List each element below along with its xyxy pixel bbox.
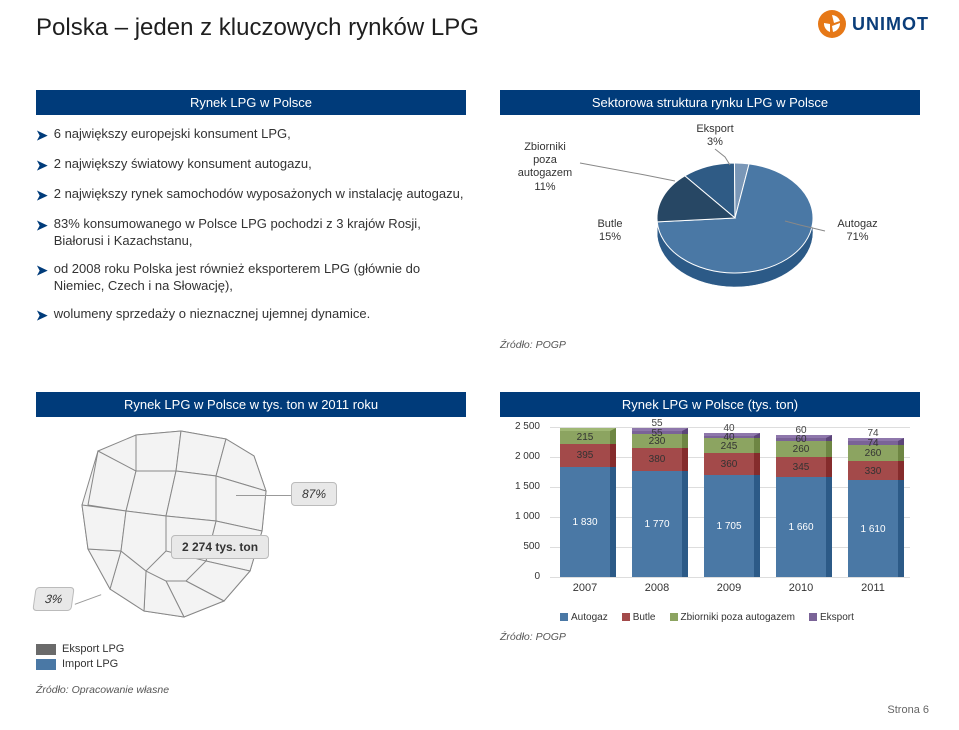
bar-box-header: Rynek LPG w Polsce (tys. ton): [500, 392, 920, 417]
bar-legend: Autogaz Butle Zbiorniki poza autogazem Eksp…: [560, 612, 854, 623]
bar-value-label: 1 770: [632, 519, 682, 530]
page-number: Strona 6: [887, 704, 929, 716]
y-tick: 500: [500, 541, 540, 552]
legend-color-eksport: [36, 644, 56, 655]
bar-value-label: 74: [848, 438, 898, 449]
pie-label-zbiorniki: Zbiornikipozaautogazem11%: [510, 141, 580, 194]
bar-x-label: 2008: [632, 582, 682, 594]
page-title: Polska – jeden z kluczowych rynków LPG: [36, 14, 479, 42]
bar-value-label: 215: [560, 432, 610, 443]
y-tick: 0: [500, 571, 540, 582]
bullet-text: 2 największy rynek samochodów wyposażony…: [54, 185, 464, 203]
legend-color-import: [36, 659, 56, 670]
bullet-text: wolumeny sprzedaży o nieznacznej ujemnej…: [54, 305, 371, 323]
bar-value-label: 60: [776, 434, 826, 445]
legend-item: Butle: [622, 612, 656, 623]
bar-source: Źródło: POGP: [500, 631, 920, 643]
y-tick: 2 000: [500, 451, 540, 462]
bar-value-label: 330: [848, 466, 898, 477]
bullet-list: ➤6 największy europejski konsument LPG, …: [36, 125, 466, 325]
pie-svg: [650, 153, 820, 293]
left-box-header: Rynek LPG w Polsce: [36, 90, 466, 115]
callout-87: 87%: [291, 482, 337, 506]
legend-item: Eksport: [809, 612, 854, 623]
bullet-text: od 2008 roku Polska jest również eksport…: [54, 260, 466, 295]
bar-chart: 1 83039521520071 770380230555520081 7053…: [500, 427, 920, 627]
bar-x-label: 2009: [704, 582, 754, 594]
callout-ton: 2 274 tys. ton: [171, 535, 269, 559]
legend-label-import: Import LPG: [62, 658, 118, 670]
bullet-arrow-icon: ➤: [36, 186, 48, 205]
bullet-arrow-icon: ➤: [36, 156, 48, 175]
legend-item: Zbiorniki poza autogazem: [670, 612, 796, 623]
bar-x-label: 2011: [848, 582, 898, 594]
bullet-arrow-icon: ➤: [36, 306, 48, 325]
bar-top-label: 60: [776, 425, 826, 436]
logo-text: UNIMOT: [852, 14, 929, 35]
pie-label-autogaz: Autogaz71%: [830, 218, 885, 244]
y-tick: 1 000: [500, 511, 540, 522]
bar-x-label: 2007: [560, 582, 610, 594]
map-box-header: Rynek LPG w Polsce w tys. ton w 2011 rok…: [36, 392, 466, 417]
map-area: 87% 2 274 tys. ton 3%: [36, 427, 466, 647]
bullet-arrow-icon: ➤: [36, 261, 48, 280]
callout-line: [236, 495, 291, 496]
pie-label-butle: Butle15%: [590, 218, 630, 244]
pie-chart: Zbiornikipozaautogazem11% Eksport3% Auto…: [500, 123, 920, 333]
bar-value-label: 1 660: [776, 522, 826, 533]
bar-value-label: 380: [632, 454, 682, 465]
pie-label-eksport: Eksport3%: [690, 123, 740, 149]
bar-value-label: 360: [704, 459, 754, 470]
bar-value-label: 395: [560, 450, 610, 461]
bar-top-label: 74: [848, 428, 898, 439]
callout-3: 3%: [32, 587, 75, 611]
bar-value-label: 345: [776, 462, 826, 473]
pie-source: Źródło: POGP: [500, 339, 920, 351]
footer-source: Źródło: Opracowanie własne: [36, 684, 169, 696]
logo-icon: [818, 10, 846, 38]
footer-legend: Eksport LPG Import LPG Źródło: Opracowan…: [36, 640, 169, 696]
bullet-arrow-icon: ➤: [36, 216, 48, 235]
bar-x-label: 2010: [776, 582, 826, 594]
y-tick: 1 500: [500, 481, 540, 492]
bar-value-label: 260: [848, 448, 898, 459]
legend-label-eksport: Eksport LPG: [62, 643, 124, 655]
bullet-text: 83% konsumowanego w Polsce LPG pochodzi …: [54, 215, 466, 250]
bar-value-label: 1 705: [704, 521, 754, 532]
bar-value-label: 1 830: [560, 517, 610, 528]
bullet-text: 6 największy europejski konsument LPG,: [54, 125, 291, 143]
pie-box-header: Sektorowa struktura rynku LPG w Polsce: [500, 90, 920, 115]
bar-top-label: 40: [704, 423, 754, 434]
bullet-text: 2 największy światowy konsument autogazu…: [54, 155, 312, 173]
bullet-arrow-icon: ➤: [36, 126, 48, 145]
bar-value-label: 1 610: [848, 524, 898, 535]
bar-value-label: 55: [632, 428, 682, 439]
legend-item: Autogaz: [560, 612, 608, 623]
logo: UNIMOT: [818, 10, 929, 38]
y-tick: 2 500: [500, 421, 540, 432]
bar-top-label: 55: [632, 418, 682, 429]
bar-value-label: 260: [776, 444, 826, 455]
gridline: [550, 577, 910, 578]
